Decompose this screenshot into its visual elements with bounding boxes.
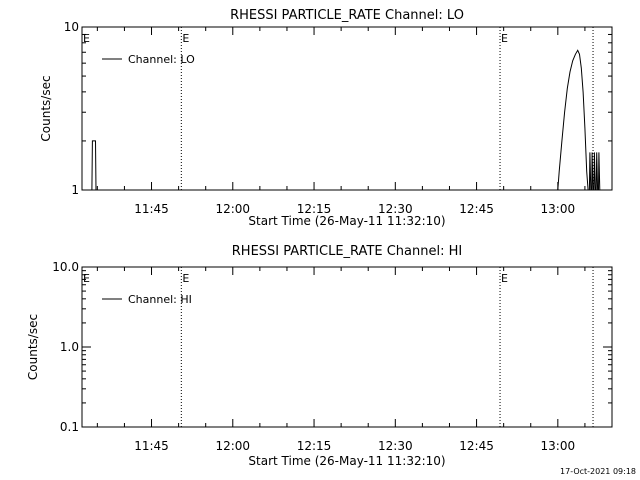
x-tick-label: 12:00: [215, 202, 250, 216]
generation-timestamp: 17-Oct-2021 09:18: [560, 467, 636, 476]
x-tick-label: 11:45: [134, 439, 169, 453]
x-tick-label: 13:00: [541, 439, 576, 453]
x-tick-label: 11:45: [134, 202, 169, 216]
chart-title: RHESSI PARTICLE_RATE Channel: HI: [232, 244, 462, 259]
plot-frame: [81, 26, 613, 191]
event-marker-label: E: [83, 272, 90, 285]
x-tick-label: 12:15: [297, 439, 332, 453]
data-series-line: [91, 49, 601, 191]
y-tick-label: 1.0: [60, 340, 79, 354]
x-tick-label: 12:45: [459, 202, 494, 216]
y-axis-label: Counts/sec: [26, 314, 40, 380]
legend-label: Channel: LO: [128, 53, 195, 66]
panel-hi: RHESSI PARTICLE_RATE Channel: HI 11:45 12:…: [26, 244, 613, 468]
event-marker-label: E: [501, 272, 508, 285]
event-marker-label: E: [182, 272, 189, 285]
y-tick-label: 10: [64, 20, 79, 34]
event-marker-label: E: [182, 32, 189, 45]
x-tick-label: 12:30: [378, 439, 413, 453]
x-tick-label: 12:45: [459, 439, 494, 453]
event-marker-label: E: [83, 32, 90, 45]
legend-label: Channel: HI: [128, 293, 192, 306]
y-axis-label: Counts/sec: [39, 75, 53, 141]
y-tick-label: 10.0: [52, 260, 79, 274]
x-tick-label: 12:00: [215, 439, 250, 453]
x-axis-label: Start Time (26-May-11 11:32:10): [248, 454, 445, 468]
x-tick-label: 12:30: [378, 202, 413, 216]
y-tick-label: 1: [71, 183, 79, 197]
plot-frame: [81, 266, 613, 428]
y-tick-label: 0.1: [60, 420, 79, 434]
event-marker-label: E: [501, 32, 508, 45]
x-tick-label: 12:15: [297, 202, 332, 216]
panel-lo: RHESSI PARTICLE_RATE Channel: LO 11:45 12:…: [39, 8, 613, 228]
chart-title: RHESSI PARTICLE_RATE Channel: LO: [230, 8, 464, 23]
x-axis-label: Start Time (26-May-11 11:32:10): [248, 214, 445, 228]
x-tick-label: 13:00: [541, 202, 576, 216]
